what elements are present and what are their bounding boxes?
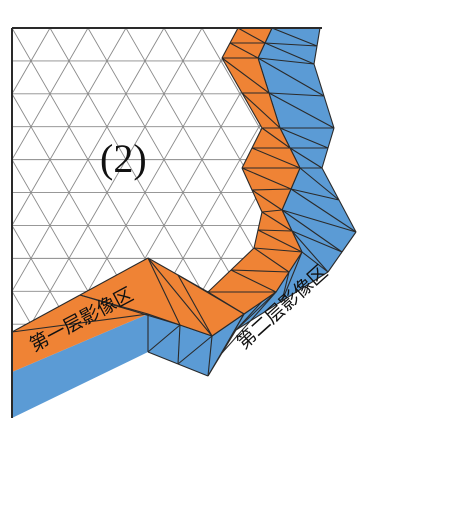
mesh-edge [389,28,473,428]
mesh-edge [427,28,473,428]
mesh-edge [468,28,473,428]
mesh-edge [351,28,473,428]
mesh-edge [430,28,473,428]
mesh-edge [465,28,473,428]
mesh-edge [392,28,473,428]
region-label: (2) [100,136,147,181]
mesh-edge [0,28,12,428]
mesh-edge [354,28,473,428]
